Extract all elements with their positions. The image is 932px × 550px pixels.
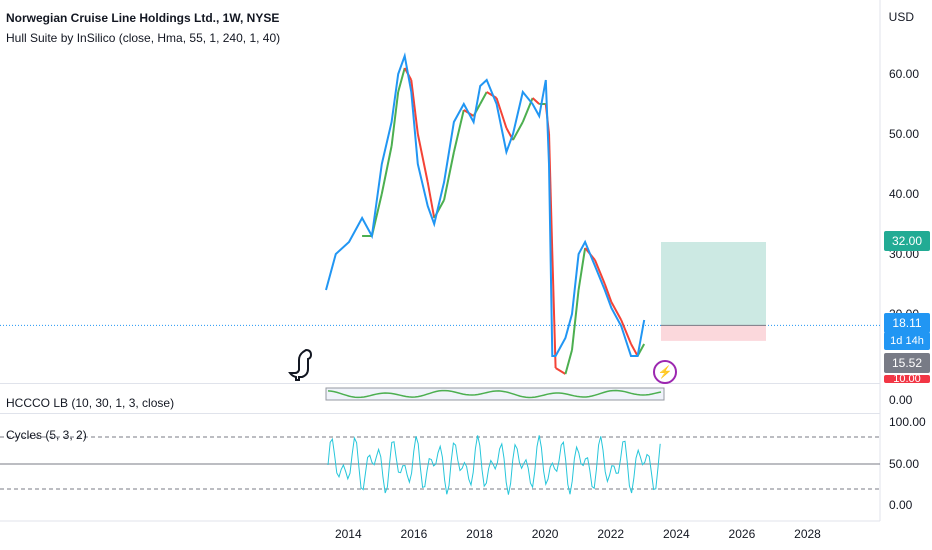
axis-layer: 60.0050.0040.0030.0020.00201420162018202… [335,67,919,541]
hull-segment [577,247,587,291]
hull-segment [495,97,508,129]
time-tick-label: 2024 [663,527,690,541]
pane-separator[interactable] [0,413,880,414]
subpane-layer: 0.00 100.00 50.00 0.00 [0,387,926,512]
hull-segment [443,151,455,201]
hull-segment [555,367,566,375]
hccco-tick-label: 0.00 [889,393,913,407]
cycles-line [327,435,661,495]
hull-segment [603,283,613,303]
lightning-icon[interactable]: ⚡ [653,360,677,384]
stop-price-tag: 15.52 [884,353,930,373]
hull-segment [452,109,465,153]
hull-segment [630,343,639,357]
price-tick-label: 60.00 [889,67,919,81]
grid-layer [0,0,881,522]
cycles-title[interactable]: Cycles (5, 3, 2) [6,428,87,442]
hccco-title[interactable]: HCCCO LB (10, 30, 1, 3, close) [6,396,175,410]
dinosaur-icon [288,348,314,382]
hull-segment [594,259,606,285]
hccco-line [327,389,662,399]
hull-segment [397,67,406,93]
hull-segment [416,133,429,183]
trade-zone-layer [661,242,766,341]
cycles-tick-label: 50.00 [889,457,919,471]
cycles-tick-label: 100.00 [889,415,926,429]
price-series-line [325,52,646,357]
time-tick-label: 2018 [466,527,493,541]
series-layer [325,52,646,375]
hull-segment [531,97,540,105]
target-zone [661,242,766,326]
hull-segment [551,253,557,369]
hull-segment [512,121,524,141]
time-tick-label: 2014 [335,527,362,541]
indicator-title[interactable]: Hull Suite by InSilico (close, Hma, 55, … [6,31,281,45]
stop-zone [661,325,766,341]
time-tick-label: 2028 [794,527,821,541]
target-price-tag: 32.00 [884,231,930,251]
price-tick-label: 50.00 [889,127,919,141]
time-tick-label: 2016 [401,527,428,541]
hull-segment [390,91,400,147]
hull-segment [479,91,488,105]
countdown-tag: 1d 14h [884,332,930,350]
hull-segment [410,79,419,135]
symbol-title[interactable]: Norwegian Cruise Line Holdings Ltd., 1W,… [6,11,280,25]
hull-segment [610,301,623,321]
price-tick-label: 40.00 [889,187,919,201]
last-price-tag: 18.11 [884,313,930,333]
hull-segment [380,145,393,195]
pane-separator[interactable] [0,383,880,384]
hull-segment [426,181,436,219]
hull-segment [571,289,580,351]
currency-label: USD [888,10,914,24]
hull-segment [486,91,498,99]
hull-segment [620,319,632,345]
cycles-tick-label: 0.00 [889,498,913,512]
time-tick-label: 2022 [597,527,624,541]
partial-price-tag: 10.00 [884,375,930,383]
time-tick-label: 2020 [532,527,559,541]
time-tick-label: 2026 [729,527,756,541]
hull-segment [564,349,573,375]
